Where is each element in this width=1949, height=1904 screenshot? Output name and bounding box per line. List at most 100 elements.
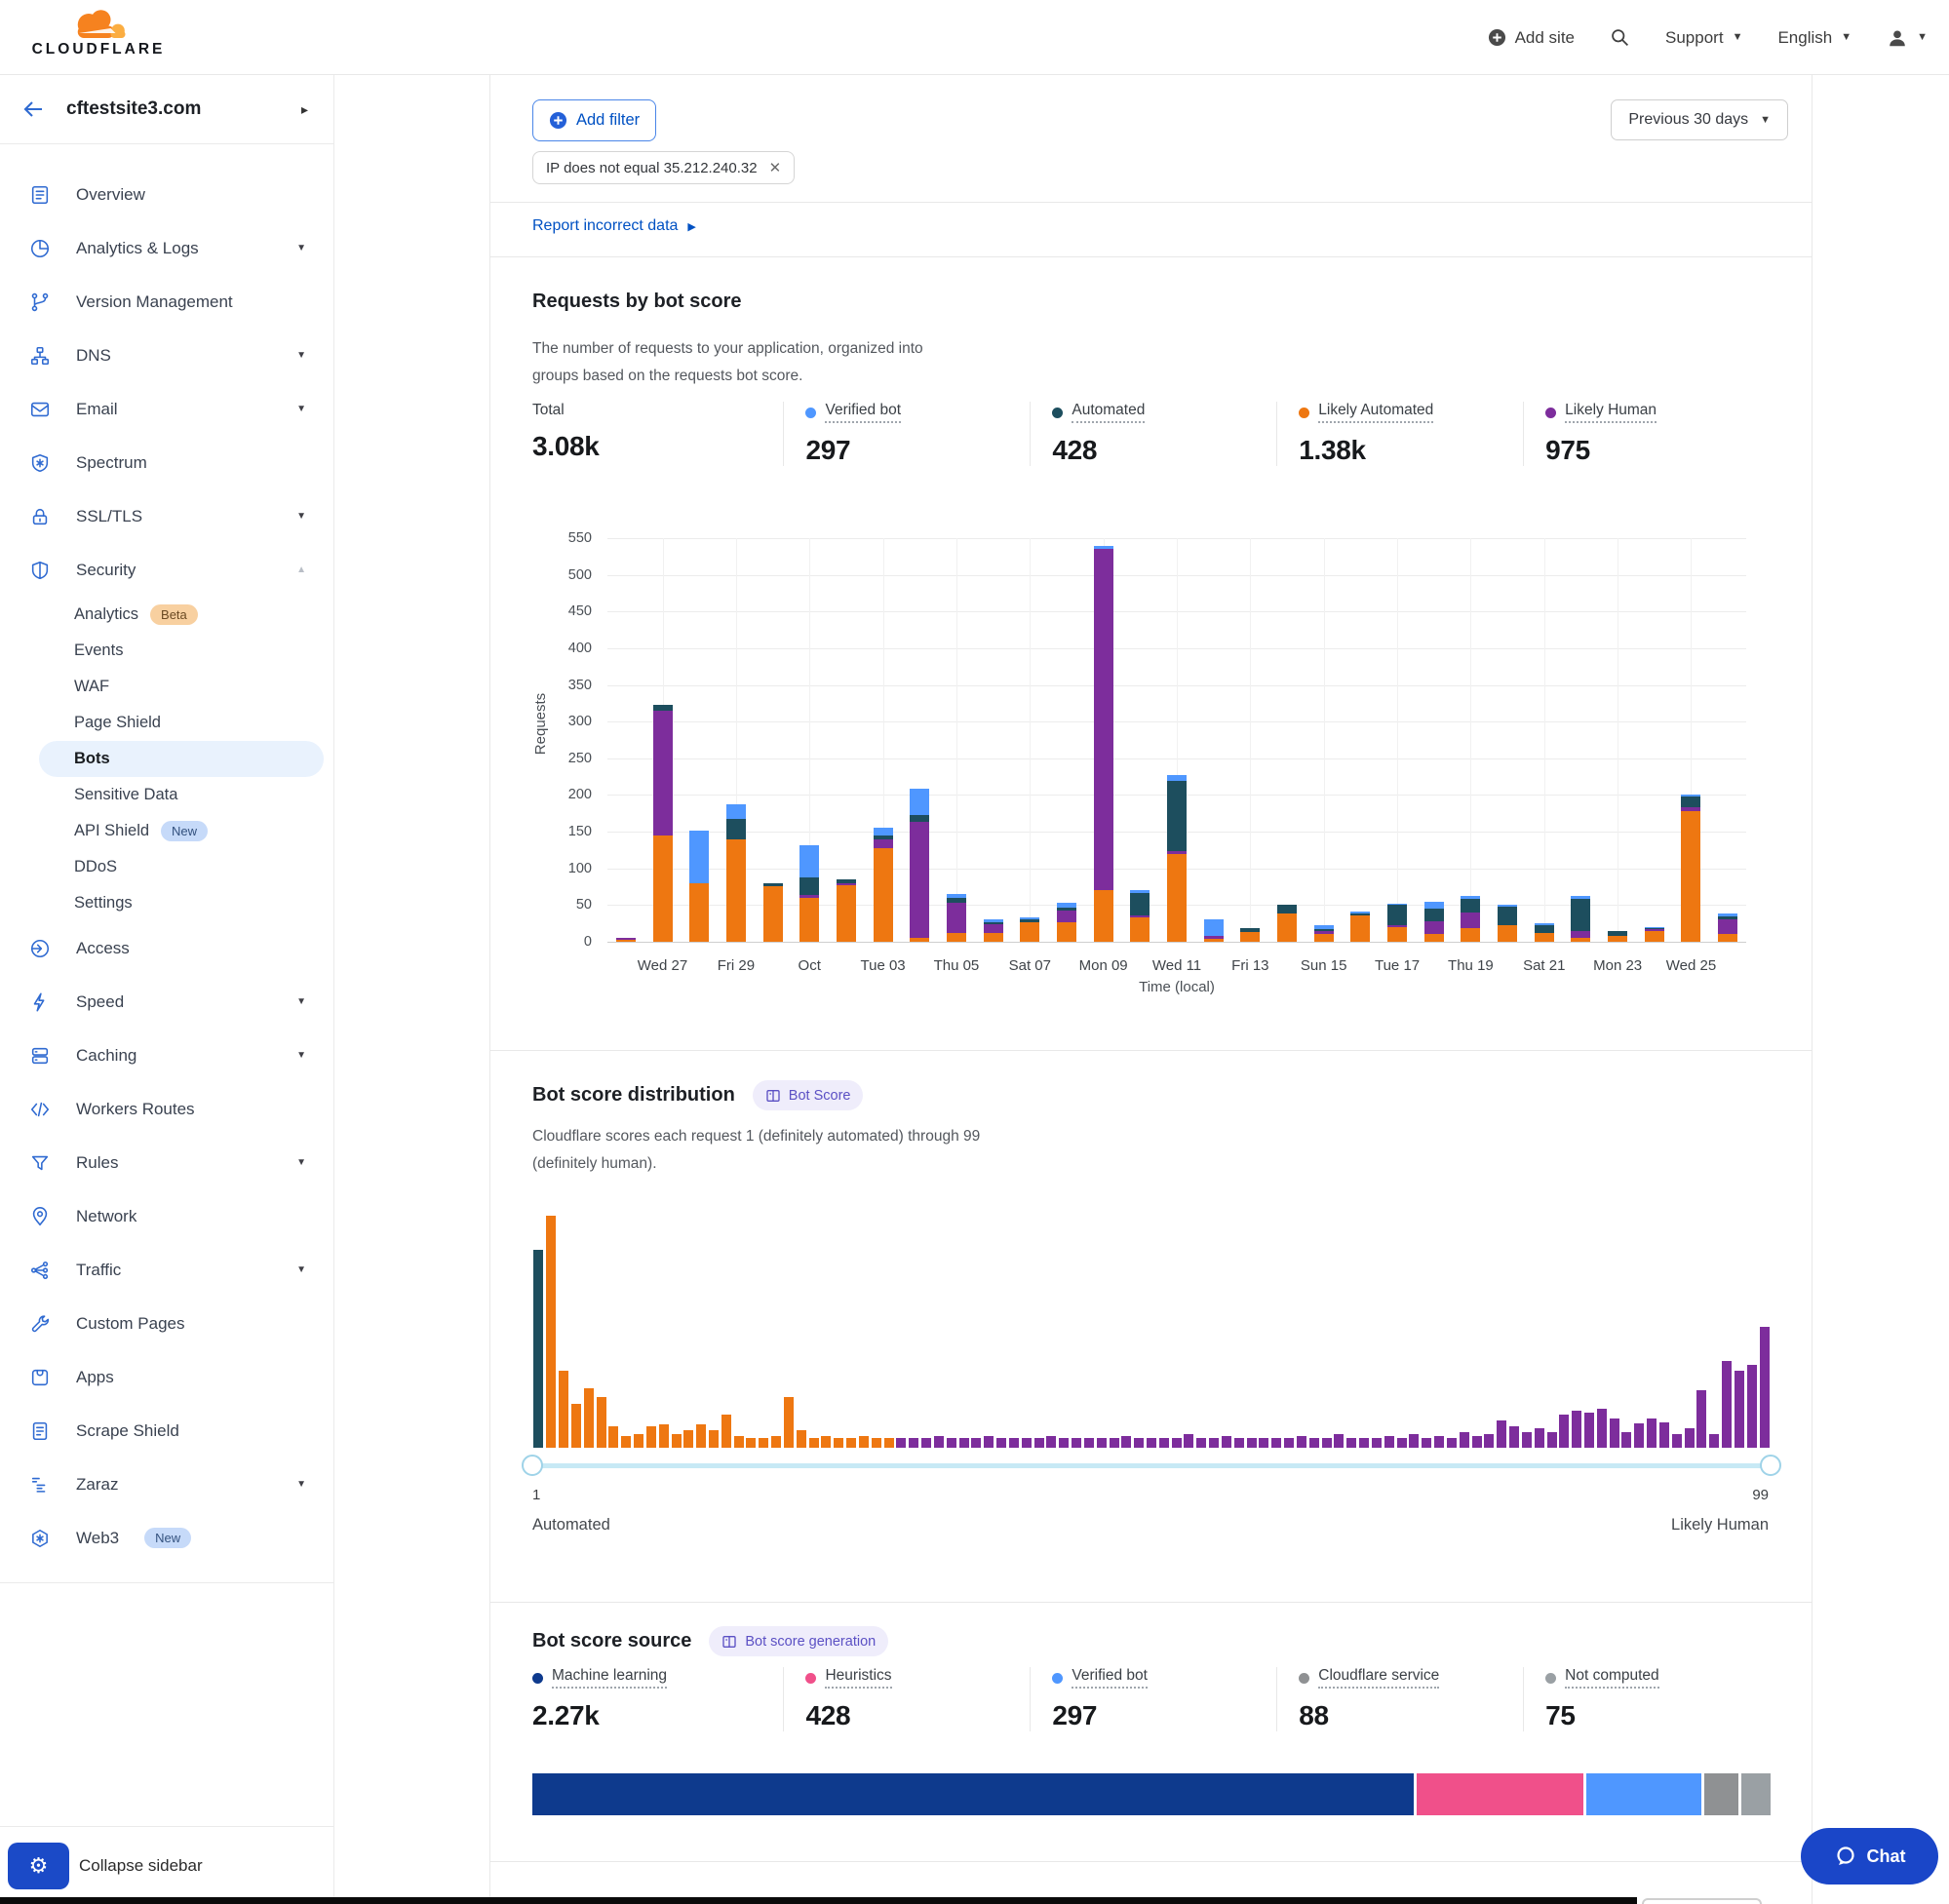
- requests-stat-automated: Automated 428: [1030, 402, 1276, 466]
- chevron-down-icon[interactable]: ▼: [296, 511, 306, 522]
- histogram-bar: [1596, 1409, 1607, 1448]
- brand-text: CLOUDFLARE: [31, 41, 166, 58]
- sidebar-item-zaraz[interactable]: Zaraz ▼: [0, 1457, 333, 1511]
- search-icon: [1612, 29, 1629, 46]
- caching-icon: [29, 1045, 51, 1067]
- gridline-v: [1691, 538, 1693, 942]
- sidebar-item-ssl-tls[interactable]: SSL/TLS ▼: [0, 489, 333, 543]
- stat-label[interactable]: Likely Automated: [1318, 402, 1434, 423]
- stat-label[interactable]: Automated: [1072, 402, 1146, 423]
- score-slider-track[interactable]: [532, 1463, 1771, 1468]
- chevron-down-icon[interactable]: ▼: [296, 1157, 306, 1168]
- stat-label[interactable]: Likely Human: [1565, 402, 1657, 423]
- sidebar-item-bots[interactable]: Bots: [39, 741, 324, 777]
- histogram-bar: [883, 1438, 894, 1448]
- sidebar-item-sensitive-data[interactable]: Sensitive Data: [0, 777, 333, 813]
- sidebar-item-dns[interactable]: DNS ▼: [0, 329, 333, 382]
- histogram-bar: [821, 1436, 832, 1448]
- report-incorrect-data-link[interactable]: Report incorrect data ▶: [532, 217, 696, 235]
- chat-button[interactable]: Chat: [1801, 1828, 1938, 1885]
- slider-handle-max[interactable]: [1760, 1455, 1781, 1476]
- gridline-v: [1177, 538, 1178, 942]
- bar-segment-verified-bot: [1130, 889, 1150, 893]
- language-label: English: [1777, 27, 1833, 47]
- sidebar-item-network[interactable]: Network: [0, 1189, 333, 1243]
- bar-segment-likely-human: [1056, 910, 1076, 922]
- sidebar-item-version-management[interactable]: Version Management: [0, 275, 333, 329]
- sidebar-item-waf[interactable]: WAF: [0, 669, 333, 705]
- sidebar-item-traffic[interactable]: Traffic ▼: [0, 1243, 333, 1297]
- chevron-down-icon[interactable]: ▼: [296, 1479, 306, 1490]
- sidebar-item-events[interactable]: Events: [0, 633, 333, 669]
- histogram-bar: [709, 1430, 719, 1448]
- x-tick-label: Tue 17: [1374, 957, 1421, 974]
- histogram-bar: [696, 1424, 707, 1448]
- chevron-down-icon[interactable]: ▼: [296, 350, 306, 361]
- sidebar-item-speed[interactable]: Speed ▼: [0, 975, 333, 1029]
- sidebar-item-analytics[interactable]: Analytics Beta: [0, 597, 333, 633]
- search-button[interactable]: [1610, 27, 1630, 48]
- stat-label[interactable]: Verified bot: [1072, 1667, 1148, 1689]
- histogram-bar: [958, 1438, 969, 1448]
- bot-score-generation-badge[interactable]: Bot score generation: [709, 1626, 889, 1656]
- account-menu[interactable]: ▼: [1887, 27, 1928, 49]
- sidebar-item-email[interactable]: Email ▼: [0, 382, 333, 436]
- sidebar-item-spectrum[interactable]: Spectrum: [0, 436, 333, 489]
- sidebar-item-security[interactable]: Security ▲: [0, 543, 333, 597]
- sidebar-item-caching[interactable]: Caching ▼: [0, 1029, 333, 1082]
- stat-label[interactable]: Verified bot: [825, 402, 902, 423]
- cloudflare-logo[interactable]: CLOUDFLARE: [25, 4, 172, 58]
- add-filter-label: Add filter: [576, 111, 641, 129]
- chevron-up-icon[interactable]: ▲: [296, 564, 306, 575]
- close-icon[interactable]: ✕: [768, 160, 782, 176]
- sidebar-item-ddos[interactable]: DDoS: [0, 849, 333, 885]
- sidebar-item-custom-pages[interactable]: Custom Pages: [0, 1297, 333, 1350]
- back-arrow-icon[interactable]: [21, 97, 45, 121]
- chevron-down-icon[interactable]: ▼: [296, 996, 306, 1007]
- collapse-sidebar-label[interactable]: Collapse sidebar: [79, 1855, 203, 1875]
- stat-label[interactable]: Heuristics: [825, 1667, 892, 1689]
- stat-label[interactable]: Machine learning: [552, 1667, 668, 1689]
- badge-new: New: [161, 821, 209, 841]
- sidebar-item-analytics-logs[interactable]: Analytics & Logs ▼: [0, 221, 333, 275]
- support-menu[interactable]: Support ▼: [1665, 28, 1742, 48]
- sidebar-item-api-shield[interactable]: API Shield New: [0, 813, 333, 849]
- legend-dot: [1052, 1672, 1064, 1684]
- bot-score-badge[interactable]: Bot Score: [752, 1080, 864, 1110]
- sidebar-item-apps[interactable]: Apps: [0, 1350, 333, 1404]
- stat-label-row: Heuristics: [805, 1667, 1030, 1689]
- source-stacked-bar: [532, 1773, 1772, 1815]
- filter-chip[interactable]: IP does not equal 35.212.240.32 ✕: [532, 151, 796, 184]
- sidebar-item-rules[interactable]: Rules ▼: [0, 1136, 333, 1189]
- bar-segment-verified-bot: [873, 828, 893, 835]
- stat-label[interactable]: Cloudflare service: [1318, 1667, 1440, 1689]
- sidebar-item-access[interactable]: Access: [0, 921, 333, 975]
- add-filter-button[interactable]: Add filter: [532, 99, 657, 141]
- cloudflare-cloud-icon: [77, 10, 126, 38]
- sidebar-item-settings[interactable]: Settings: [0, 885, 333, 921]
- spectrum-icon: [29, 452, 51, 474]
- stat-label[interactable]: Not computed: [1565, 1667, 1659, 1689]
- slider-handle-min[interactable]: [522, 1455, 543, 1476]
- sidebar-item-label: Version Management: [76, 291, 233, 311]
- language-menu[interactable]: English ▼: [1777, 28, 1852, 48]
- chevron-right-icon[interactable]: ▸: [300, 100, 308, 117]
- chevron-down-icon[interactable]: ▼: [296, 1050, 306, 1061]
- sidebar-item-page-shield[interactable]: Page Shield: [0, 705, 333, 741]
- sidebar-item-web3[interactable]: Web3 New: [0, 1511, 333, 1565]
- chevron-down-icon[interactable]: ▼: [296, 1264, 306, 1275]
- bar-segment-likely-human: [836, 882, 856, 886]
- sidebar-item-label: DNS: [76, 345, 111, 365]
- sidebar-item-overview[interactable]: Overview: [0, 168, 333, 221]
- date-range-dropdown[interactable]: Previous 30 days ▼: [1611, 99, 1788, 140]
- settings-gear-button[interactable]: ⚙: [8, 1842, 69, 1889]
- chevron-down-icon[interactable]: ▼: [296, 404, 306, 414]
- bar-segment-verified-bot: [689, 831, 710, 883]
- sidebar-item-scrape-shield[interactable]: Scrape Shield: [0, 1404, 333, 1457]
- sidebar-item-workers-routes[interactable]: Workers Routes: [0, 1082, 333, 1136]
- add-site-button[interactable]: Add site: [1488, 28, 1575, 48]
- site-header[interactable]: cftestsite3.com ▸: [0, 75, 333, 144]
- requests-stat-verified-bot: Verified bot 297: [783, 402, 1030, 466]
- rules-icon: [29, 1152, 51, 1174]
- chevron-down-icon[interactable]: ▼: [296, 243, 306, 253]
